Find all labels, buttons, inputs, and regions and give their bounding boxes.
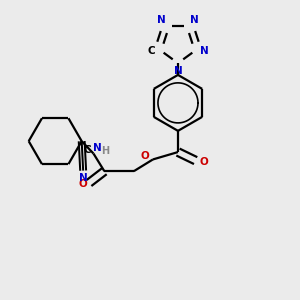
- Text: N: N: [80, 173, 88, 183]
- Text: O: O: [79, 179, 88, 189]
- Text: C: C: [147, 46, 155, 56]
- Text: C: C: [84, 145, 92, 155]
- Text: N: N: [200, 46, 209, 56]
- Text: N: N: [190, 15, 199, 25]
- Text: O: O: [140, 151, 149, 161]
- Text: O: O: [200, 157, 208, 167]
- Text: H: H: [101, 146, 109, 156]
- Text: N: N: [157, 15, 166, 25]
- Text: N: N: [93, 142, 101, 153]
- Text: N: N: [174, 66, 182, 76]
